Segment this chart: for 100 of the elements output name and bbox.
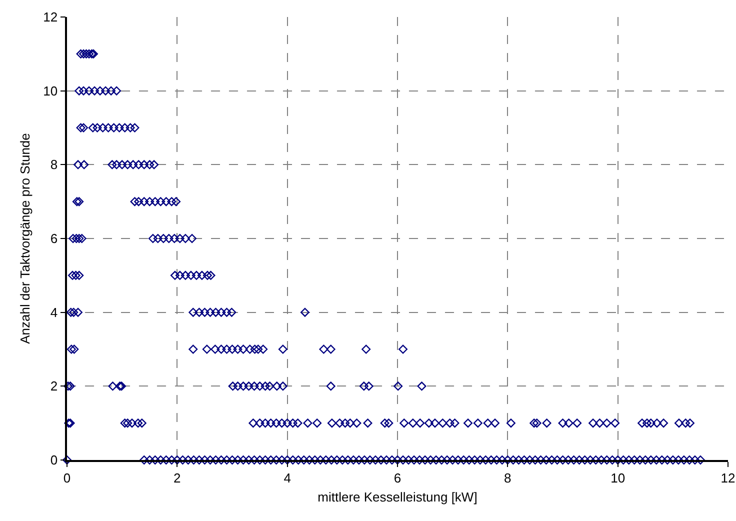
point [84, 49, 94, 58]
point [206, 308, 215, 317]
point [408, 418, 418, 428]
point [70, 344, 79, 354]
point [659, 418, 668, 428]
point [588, 418, 598, 428]
point [260, 418, 270, 428]
point [380, 418, 390, 428]
point [394, 382, 403, 391]
point [674, 418, 684, 428]
x-axis-title: mittlere Kesselleistung [kW] [318, 489, 478, 504]
point [211, 308, 220, 317]
point [245, 344, 254, 354]
x-tick-label: 0 [63, 470, 71, 486]
point [188, 234, 197, 243]
point [228, 382, 238, 391]
point [170, 270, 180, 280]
point [300, 308, 310, 317]
point [108, 382, 118, 391]
point [250, 344, 260, 354]
point [464, 418, 473, 428]
point [117, 382, 126, 391]
point [134, 418, 143, 428]
point [595, 418, 604, 428]
x-tick-label: 4 [284, 470, 291, 486]
point [128, 418, 136, 428]
point [233, 382, 242, 391]
point [112, 160, 122, 170]
point [150, 160, 159, 170]
point [90, 86, 100, 96]
point [74, 308, 83, 317]
point [140, 160, 149, 170]
point [400, 418, 409, 428]
point [88, 123, 98, 132]
point [128, 160, 138, 170]
point [293, 418, 302, 428]
point [222, 344, 232, 354]
point [74, 270, 84, 280]
point [76, 123, 86, 132]
point [216, 308, 226, 317]
point [80, 160, 89, 170]
point [277, 418, 286, 428]
point [352, 418, 362, 428]
point [335, 418, 344, 428]
y-tick-label: 6 [50, 231, 58, 246]
point [238, 382, 248, 391]
point [685, 418, 694, 428]
point [202, 270, 212, 280]
point [282, 418, 292, 428]
point [346, 418, 355, 428]
point [303, 418, 312, 428]
point [72, 234, 81, 243]
point [490, 418, 500, 428]
point [120, 418, 130, 428]
y-tick-label: 0 [50, 452, 58, 468]
point [506, 418, 516, 428]
point [255, 382, 264, 391]
y-tick-label: 4 [50, 304, 58, 320]
point [74, 234, 84, 243]
point [156, 197, 166, 206]
point [266, 418, 276, 428]
point [206, 270, 216, 280]
point [359, 382, 368, 391]
point [106, 86, 116, 96]
point [123, 418, 132, 428]
point [188, 344, 198, 354]
point [340, 418, 350, 428]
point [66, 344, 76, 354]
point [483, 418, 492, 428]
point [74, 197, 84, 206]
point [216, 344, 226, 354]
point [260, 382, 270, 391]
point [417, 382, 426, 391]
point [430, 418, 440, 428]
point [681, 418, 690, 428]
point [69, 308, 78, 317]
point [82, 49, 91, 58]
point [416, 418, 425, 428]
y-tick-label: 12 [43, 10, 58, 25]
point [96, 86, 105, 96]
x-tick-label: 2 [174, 470, 181, 486]
point [564, 418, 574, 428]
point [112, 86, 122, 96]
point [130, 123, 140, 132]
point [158, 234, 168, 243]
point [68, 270, 78, 280]
point [148, 234, 158, 243]
point [175, 234, 184, 243]
point [145, 160, 154, 170]
point [265, 382, 274, 391]
x-tick-label: 8 [504, 470, 512, 486]
point [66, 308, 76, 317]
point [638, 418, 647, 428]
point [79, 86, 88, 96]
point [72, 197, 82, 206]
point [278, 382, 288, 391]
x-tick-label: 10 [610, 470, 626, 486]
point [108, 160, 117, 170]
point [424, 418, 434, 428]
point [532, 418, 542, 428]
